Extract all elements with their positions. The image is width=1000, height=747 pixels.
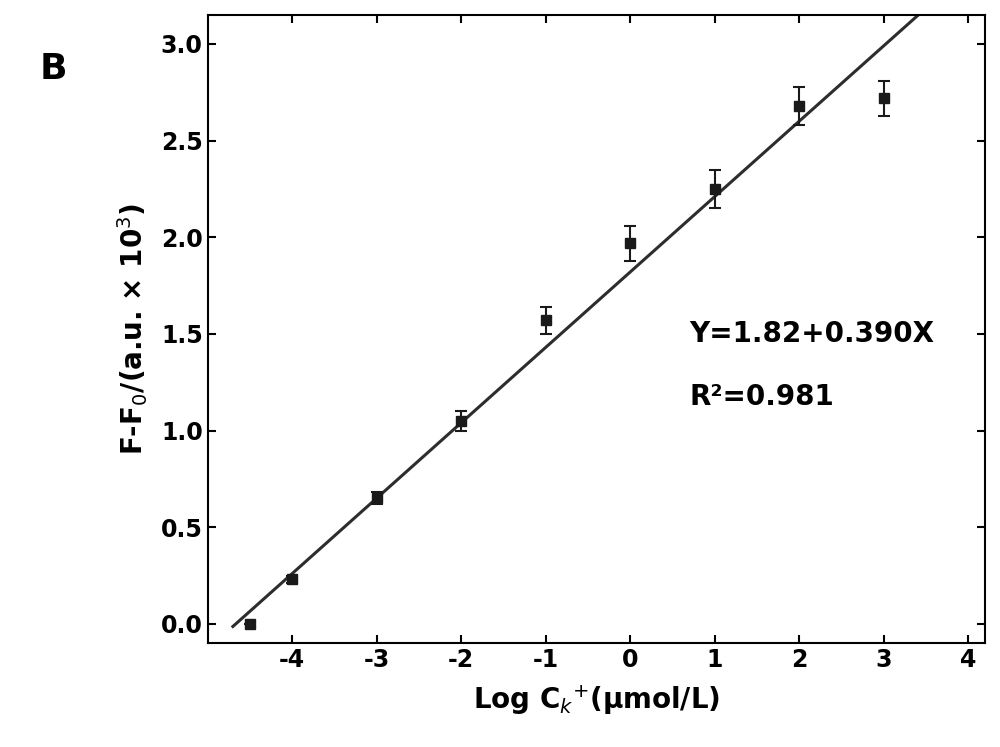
Text: R²=0.981: R²=0.981 xyxy=(690,382,834,411)
Y-axis label: F-F$_0$/(a.u. × 10$^3$): F-F$_0$/(a.u. × 10$^3$) xyxy=(115,203,150,455)
X-axis label: Log C$_{k}$$^{+}$(μmol/L): Log C$_{k}$$^{+}$(μmol/L) xyxy=(473,684,720,717)
Text: B: B xyxy=(40,52,68,87)
Text: Y=1.82+0.390X: Y=1.82+0.390X xyxy=(690,320,935,347)
